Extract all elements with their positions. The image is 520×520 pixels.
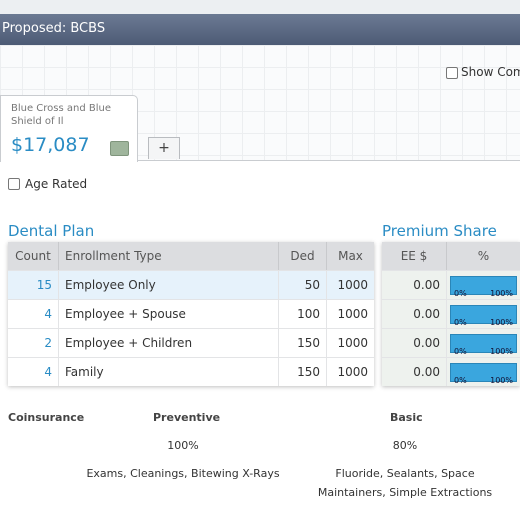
table-cell: 0.00 (413, 336, 440, 350)
table-cell: 1000 (326, 271, 374, 299)
pct-cell: 0% 100% (446, 329, 520, 357)
benefit-service: Maintainers, Simple Extractions (317, 486, 493, 499)
pct-high: 100% (490, 318, 513, 327)
carrier-premium: $17,087 (11, 134, 90, 156)
pct-high: 100% (490, 289, 513, 298)
table-row[interactable]: 0.00 0% 100% (382, 328, 520, 357)
benefit-coinsurance: 100% (167, 439, 199, 452)
pct-cell: 0% 100% (446, 300, 520, 328)
table-cell: 0.00 (413, 365, 440, 379)
table-row[interactable]: 4 Employee + Spouse 100 1000 (8, 299, 374, 328)
table-cell: Employee Only (58, 271, 278, 299)
section-heading: Premium Share (382, 222, 497, 240)
table-row[interactable]: 0.00 0% 100% (382, 299, 520, 328)
column-header[interactable]: EE $ (400, 249, 428, 263)
pct-slider[interactable]: 0% 100% (450, 334, 517, 356)
pct-low: 0% (454, 318, 467, 327)
pct-slider[interactable]: 0% 100% (450, 276, 517, 298)
pct-low: 0% (454, 376, 467, 385)
table-cell: 0.00 (413, 307, 440, 321)
table-cell: 1000 (326, 300, 374, 328)
benefit-service: Fluoride, Sealants, Space (335, 467, 475, 480)
table-cell: 4 (44, 365, 52, 379)
add-tab[interactable]: + (148, 137, 180, 159)
column-header[interactable]: Ded (278, 242, 326, 270)
notes-icon[interactable] (110, 141, 129, 156)
benefit-name: Basic (390, 411, 423, 424)
column-header[interactable]: Max (326, 242, 374, 270)
table-cell: Family (58, 358, 278, 386)
carrier-line: Shield of Il (11, 116, 64, 127)
header-row: Count Enrollment Type Ded Max (8, 242, 374, 270)
table-cell: 15 (36, 278, 52, 292)
pct-high: 100% (490, 376, 513, 385)
pct-slider[interactable]: 0% 100% (450, 305, 517, 327)
table-cell: 100 (278, 300, 326, 328)
table-cell: Employee + Children (58, 329, 278, 357)
pct-low: 0% (454, 347, 467, 356)
table-row[interactable]: 0.00 0% 100% (382, 357, 520, 386)
table-cell: 2 (44, 336, 52, 350)
pct-cell: 0% 100% (446, 358, 520, 386)
benefit-service: Exams, Cleanings, Bitewing X-Rays (86, 467, 280, 480)
carrier-line: Blue Cross and Blue (11, 103, 112, 114)
table-cell: 150 (278, 358, 326, 386)
benefits-label: Coinsurance (8, 411, 85, 424)
pct-slider[interactable]: 0% 100% (450, 363, 517, 385)
table-row[interactable]: 2 Employee + Children 150 1000 (8, 328, 374, 357)
table-cell: 4 (44, 307, 52, 321)
benefit-name: Preventive (153, 411, 221, 424)
table-row[interactable]: 0.00 0% 100% (382, 270, 520, 299)
share-table: EE $% 0.00 0% 100% 0.00 0% 100% 0.00 0% 100% 0.00 0… (382, 242, 520, 386)
table-cell: 150 (278, 329, 326, 357)
section-heading: Dental Plan (8, 222, 95, 240)
show-label[interactable]: Show Com (461, 65, 520, 79)
age-label[interactable]: Age Rated (25, 177, 88, 191)
table-cell: 1000 (326, 358, 374, 386)
benefits: Coinsurance Preventive 100% Exams, Cleanin… (0, 405, 520, 515)
column-header[interactable]: Enrollment Type (58, 242, 278, 270)
column-header[interactable]: Count (15, 249, 51, 263)
age-checkbox[interactable] (8, 178, 20, 190)
top-strip (0, 0, 520, 14)
dental-table: Count Enrollment Type Ded Max 15 Employee Onl… (8, 242, 374, 386)
table-cell: Employee + Spouse (58, 300, 278, 328)
table-cell: 0.00 (413, 278, 440, 292)
table-cell: 50 (278, 271, 326, 299)
table-row[interactable]: 15 Employee Only 50 1000 (8, 270, 374, 299)
column-header[interactable]: % (446, 242, 520, 270)
show-checkbox[interactable] (446, 67, 458, 79)
table-row[interactable]: 4 Family 150 1000 (8, 357, 374, 386)
pct-low: 0% (454, 289, 467, 298)
header-title: Proposed: BCBS (2, 21, 106, 36)
pct-high: 100% (490, 347, 513, 356)
pct-cell: 0% 100% (446, 271, 520, 299)
header-bar: Proposed: BCBS (0, 14, 520, 45)
benefit-coinsurance: 80% (392, 439, 418, 452)
carrier-name: Blue Cross and Blue Shield of Il (11, 102, 111, 128)
header-row: EE $% (382, 242, 520, 270)
table-cell: 1000 (326, 329, 374, 357)
carrier-tab[interactable]: Blue Cross and Blue Shield of Il $17,087 (0, 95, 138, 162)
